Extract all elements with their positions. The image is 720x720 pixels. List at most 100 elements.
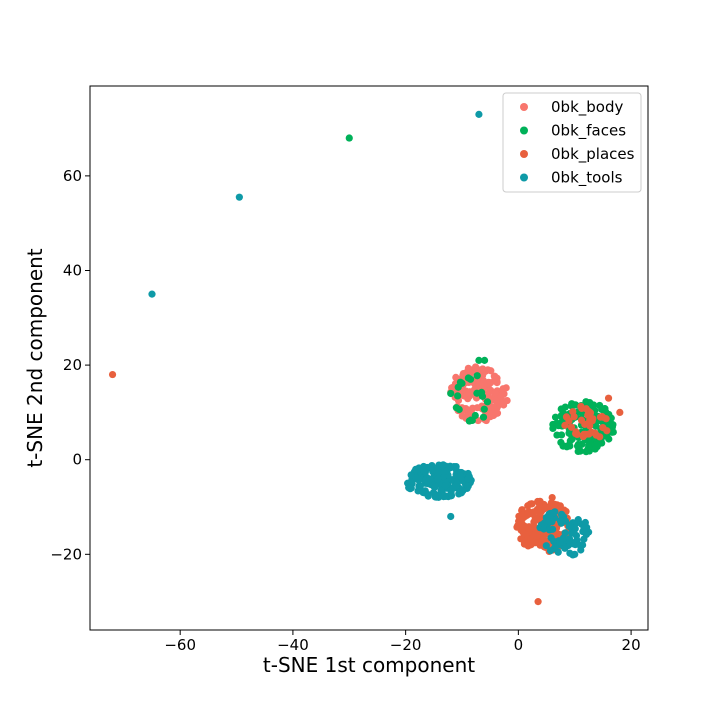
data-point xyxy=(491,389,499,397)
y-tick-label: −20 xyxy=(50,545,82,563)
data-point xyxy=(565,417,573,425)
data-point xyxy=(447,490,455,498)
data-point xyxy=(435,468,443,477)
legend-entry-label: 0bk_faces xyxy=(551,122,626,141)
data-point xyxy=(502,384,510,392)
data-point xyxy=(546,503,554,511)
data-point xyxy=(424,477,432,485)
data-point xyxy=(565,535,574,543)
data-point xyxy=(565,522,573,531)
x-tick-label: −60 xyxy=(164,636,196,654)
data-point xyxy=(497,399,506,407)
data-point xyxy=(549,424,557,433)
data-point xyxy=(472,364,480,372)
data-point xyxy=(503,396,511,405)
data-point xyxy=(534,598,542,606)
data-point xyxy=(571,550,579,558)
data-point xyxy=(524,524,532,532)
data-point xyxy=(570,529,578,537)
y-tick-label: 0 xyxy=(72,451,82,469)
data-point xyxy=(466,375,475,383)
data-point xyxy=(547,534,555,542)
data-point xyxy=(465,389,473,397)
data-point xyxy=(576,447,584,455)
data-point xyxy=(431,493,439,501)
data-point xyxy=(533,515,542,524)
data-point xyxy=(530,524,539,532)
data-point xyxy=(556,502,564,510)
data-point xyxy=(464,475,472,483)
data-point xyxy=(521,530,529,538)
y-axis-label: t-SNE 2nd component xyxy=(23,248,47,467)
data-point xyxy=(548,493,556,502)
data-point xyxy=(454,392,462,400)
x-axis-ticks: −60 −40 −20 0 20 xyxy=(164,630,641,654)
data-point xyxy=(441,492,449,500)
data-point xyxy=(567,402,575,410)
data-point xyxy=(490,372,498,380)
data-point xyxy=(536,509,544,517)
data-point xyxy=(545,518,553,526)
data-point xyxy=(569,408,577,416)
data-point xyxy=(596,413,605,421)
data-point xyxy=(499,391,507,399)
legend-entry-label: 0bk_places xyxy=(551,145,635,164)
data-point xyxy=(452,404,460,412)
data-point xyxy=(596,433,604,441)
data-point xyxy=(580,430,588,438)
data-point xyxy=(519,511,527,519)
data-point xyxy=(487,379,495,387)
data-point xyxy=(458,412,466,420)
data-point xyxy=(467,416,475,424)
data-point xyxy=(459,487,467,495)
data-point xyxy=(447,389,455,398)
data-point xyxy=(479,365,487,373)
data-point xyxy=(580,535,588,543)
data-point xyxy=(556,516,564,525)
data-point xyxy=(561,403,569,411)
data-point xyxy=(586,409,595,417)
legend-entry-label: 0bk_body xyxy=(551,98,623,117)
data-point xyxy=(441,482,449,490)
data-point xyxy=(473,372,481,380)
data-point xyxy=(475,356,483,364)
data-point xyxy=(605,435,613,443)
data-point xyxy=(559,442,567,450)
data-point xyxy=(108,370,117,379)
series-0bk_tools xyxy=(148,110,593,559)
data-point xyxy=(431,483,440,491)
x-axis-label: t-SNE 1st component xyxy=(263,653,475,677)
data-point xyxy=(542,542,550,550)
data-point xyxy=(480,356,489,364)
data-point xyxy=(551,413,560,421)
data-point xyxy=(148,290,156,298)
data-point xyxy=(609,421,617,429)
data-point xyxy=(577,402,585,410)
x-tick-label: 0 xyxy=(514,636,524,654)
data-point xyxy=(609,428,617,436)
x-tick-label: −40 xyxy=(277,636,309,654)
data-point xyxy=(517,535,525,543)
data-point xyxy=(546,547,555,555)
data-point xyxy=(446,462,454,470)
data-point xyxy=(540,525,548,533)
data-point xyxy=(452,373,460,381)
data-point xyxy=(478,392,487,400)
data-point xyxy=(581,518,589,527)
data-point xyxy=(513,523,521,531)
legend-marker xyxy=(520,150,528,158)
data-point xyxy=(567,423,576,431)
data-point xyxy=(602,415,610,423)
x-tick-label: 20 xyxy=(622,636,641,654)
data-point xyxy=(407,484,415,492)
data-point xyxy=(447,512,455,521)
data-point xyxy=(487,410,495,418)
data-point xyxy=(574,516,582,524)
legend-marker xyxy=(520,173,528,182)
data-point xyxy=(545,526,554,534)
data-point xyxy=(426,463,434,471)
data-point xyxy=(235,193,243,201)
y-tick-label: 40 xyxy=(63,261,82,279)
data-point xyxy=(407,471,415,479)
